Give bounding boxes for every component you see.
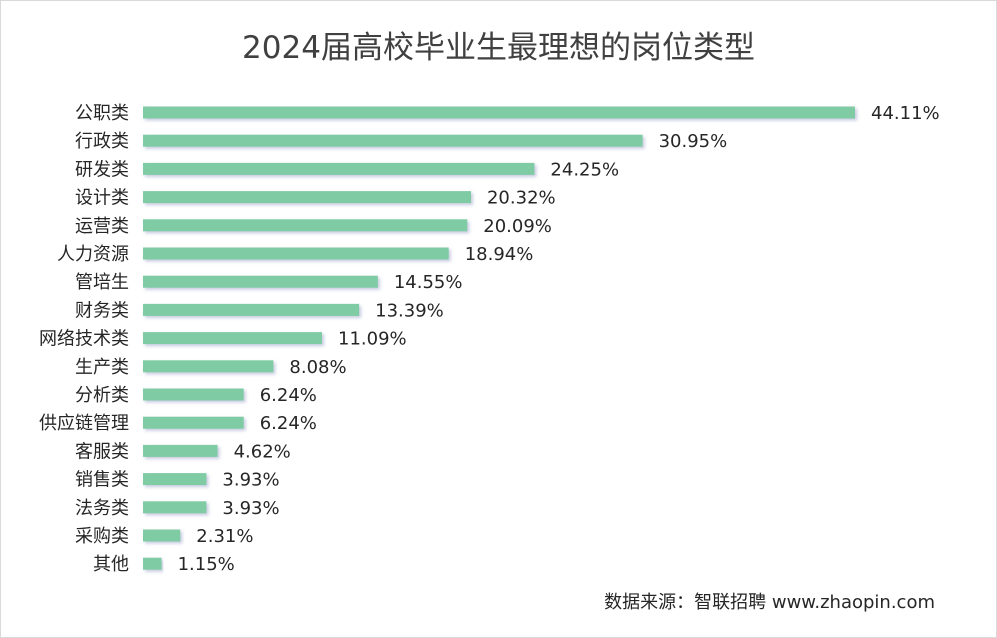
category-label: 其他 [93,554,129,575]
category-label: 人力资源 [57,244,129,265]
value-label: 2.31% [196,526,253,547]
value-label: 24.25% [550,159,619,180]
category-label: 生产类 [75,357,129,378]
value-label: 1.15% [178,554,235,575]
category-label: 供应链管理 [39,413,129,434]
bar [143,275,378,288]
bar-row: 公职类 44.11% [75,103,940,124]
value-label: 20.09% [483,216,552,237]
value-label: 14.55% [394,272,463,293]
bar-row: 生产类 8.08% [75,357,347,378]
bar [143,473,207,486]
category-label: 财务类 [75,300,129,321]
category-label: 管培生 [75,272,129,293]
bar [143,303,360,316]
chart-title: 2024届高校毕业生最理想的岗位类型 [242,30,755,66]
category-label: 销售类 [75,470,129,491]
bar [143,416,244,429]
category-label: 客服类 [75,441,129,462]
category-label: 分析类 [75,385,129,406]
category-label: 公职类 [75,103,129,124]
value-label: 4.62% [234,441,291,462]
bar-row: 法务类 3.93% [75,498,280,519]
bar-row: 运营类 20.09% [75,216,552,237]
value-label: 44.11% [871,103,940,124]
bar-row: 网络技术类 11.09% [39,329,407,350]
value-label: 3.93% [222,498,279,519]
bar [143,191,471,204]
bar-row: 研发类 24.25% [75,159,619,180]
value-label: 6.24% [260,385,317,406]
bar [143,219,468,232]
bar [143,247,449,260]
bar [143,388,244,401]
bar-row: 财务类 13.39% [75,300,444,321]
bar-row: 管培生 14.55% [75,272,462,293]
bar [143,360,274,373]
bar [143,162,535,175]
bar-row: 人力资源 18.94% [57,244,533,265]
bar [143,134,643,147]
source-note: 数据来源：智联招聘 www.zhaopin.com [604,592,935,613]
category-label: 采购类 [75,526,129,547]
bar [143,529,181,542]
category-label: 设计类 [75,188,129,209]
value-label: 18.94% [465,244,534,265]
value-label: 6.24% [260,413,317,434]
bar-row: 供应链管理 6.24% [39,413,317,434]
category-label: 研发类 [75,159,129,180]
value-label: 13.39% [375,300,444,321]
category-label: 法务类 [75,498,129,519]
value-label: 11.09% [338,329,407,350]
bar [143,332,323,345]
bar-row: 采购类 2.31% [75,526,253,547]
bar-row: 行政类 30.95% [75,131,727,152]
value-label: 8.08% [289,357,346,378]
bar [143,557,162,570]
bar-row: 其他 1.15% [93,554,235,575]
bar [143,444,218,457]
value-label: 20.32% [487,188,556,209]
bar [143,106,855,119]
bar-row: 设计类 20.32% [75,188,556,209]
bar-row: 客服类 4.62% [75,441,291,462]
value-label: 30.95% [659,131,728,152]
bar-row: 分析类 6.24% [75,385,317,406]
category-label: 网络技术类 [39,329,129,350]
bar [143,501,207,514]
value-label: 3.93% [222,470,279,491]
bar-row: 销售类 3.93% [75,470,280,491]
category-label: 行政类 [75,131,129,152]
category-label: 运营类 [75,216,129,237]
